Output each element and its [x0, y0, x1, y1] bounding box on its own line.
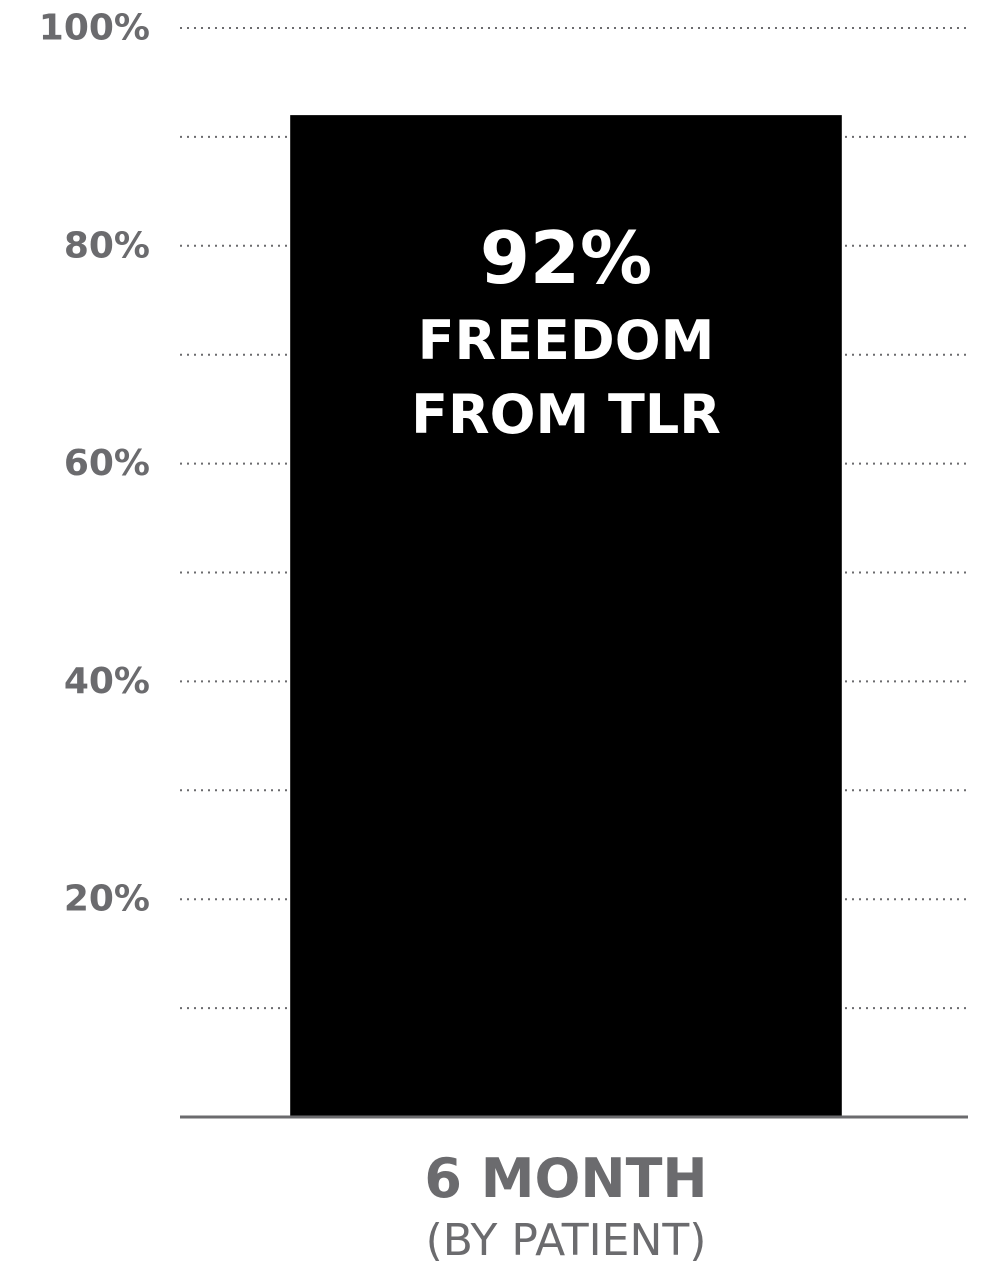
y-tick-label: 20%: [64, 879, 150, 920]
y-tick-label: 100%: [39, 8, 150, 49]
bar-caption-line: FROM TLR: [411, 383, 721, 446]
bar: [290, 115, 842, 1118]
bar-data-label: 92%: [480, 216, 652, 300]
category-label: 6 MONTH: [424, 1147, 707, 1210]
bar-caption-line: FREEDOM: [418, 309, 715, 372]
y-tick-label: 80%: [64, 225, 150, 266]
x-axis-category-labels: 6 MONTH (BY PATIENT): [424, 1147, 707, 1261]
y-tick-label: 60%: [64, 443, 150, 484]
y-axis-tick-labels: 20% 40% 60% 80% 100%: [39, 8, 150, 920]
category-sublabel: (BY PATIENT): [426, 1215, 707, 1261]
y-tick-label: 40%: [64, 661, 150, 702]
bars: 92% FREEDOM FROM TLR: [290, 115, 842, 1118]
